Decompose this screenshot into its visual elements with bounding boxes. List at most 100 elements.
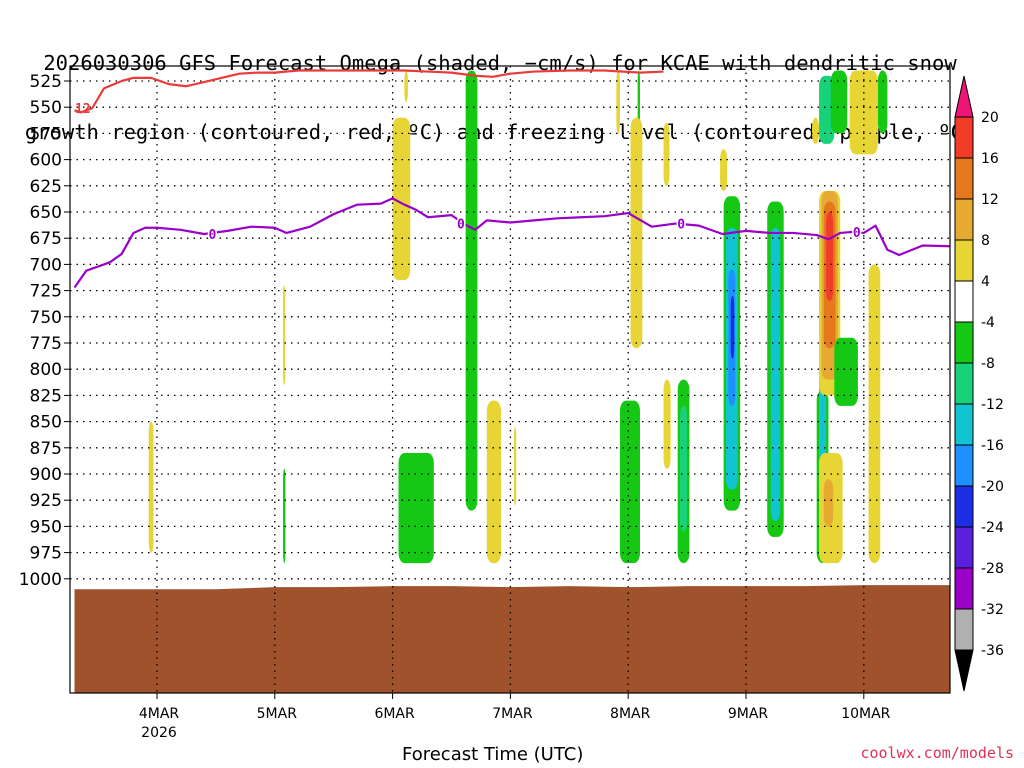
omega-shading — [148, 70, 888, 564]
y-tick-label-875: 875 — [30, 439, 62, 459]
contour-line-1 — [73, 197, 950, 289]
omega-cell-4 — [404, 70, 408, 102]
colorbar-segment-6 — [954, 362, 974, 405]
y-tick-label-925: 925 — [30, 491, 62, 511]
omega-cell-14 — [720, 149, 728, 192]
colorbar-label-10: 8 — [981, 233, 990, 249]
omega-cell-37 — [877, 70, 888, 134]
omega-cell-32 — [826, 212, 834, 302]
y-tick-label-675: 675 — [30, 229, 62, 249]
x-tick-label-4: 8MAR — [610, 706, 651, 722]
colorbar-segment-4 — [954, 444, 974, 487]
omega-cell-12 — [619, 400, 640, 564]
y-tick-label-850: 850 — [30, 413, 62, 433]
chart-title: 2026030306 GFS Forecast Omega (shaded, −… — [0, 6, 1000, 167]
colorbar-label-1: -32 — [981, 602, 1004, 618]
omega-cell-5 — [398, 453, 434, 564]
omega-cell-17 — [680, 405, 688, 532]
x-axis-title: Forecast Time (UTC) — [402, 744, 584, 765]
colorbar-segment-9 — [954, 239, 974, 282]
site-credit: coolwx.com/models — [860, 744, 1014, 762]
colorbar-label-8: -4 — [981, 315, 995, 331]
contour-label-purple-3: 0 — [853, 226, 861, 241]
omega-cell-21 — [730, 295, 735, 359]
colorbar-segment-5 — [954, 403, 974, 446]
terrain-surface — [74, 585, 950, 693]
colorbar-under-arrow — [954, 649, 974, 692]
omega-cell-1 — [283, 285, 286, 385]
x-axis: 4MAR 2026 5MAR 6MAR 7MAR 8MAR 9MAR 10MAR — [139, 693, 891, 741]
y-tick-label-750: 750 — [30, 308, 62, 328]
omega-cell-35 — [834, 337, 858, 406]
y-tick-label-725: 725 — [30, 282, 62, 302]
omega-cell-26 — [819, 75, 835, 144]
y-tick-label-625: 625 — [30, 177, 62, 197]
x-tick-label-3: 7MAR — [492, 706, 533, 722]
y-tick-label-600: 600 — [30, 151, 62, 171]
colorbar-segment-8 — [954, 280, 974, 323]
colorbar-segment-0 — [954, 608, 974, 651]
colorbar-segment-1 — [954, 567, 974, 610]
grid-lines — [70, 66, 950, 693]
chart-title-line1: 2026030306 GFS Forecast Omega (shaded, −… — [43, 51, 957, 75]
omega-cell-11 — [630, 117, 643, 349]
omega-cell-8 — [513, 426, 517, 506]
x-tick-year: 2026 — [141, 725, 177, 741]
colorbar-label-6: -12 — [981, 397, 1004, 413]
x-tick-label-5: 9MAR — [728, 706, 769, 722]
y-tick-label-575: 575 — [30, 124, 62, 144]
y-tick-label-525: 525 — [30, 72, 62, 92]
y-tick-label-1000: 1000 — [19, 570, 62, 590]
colorbar-label-0: -36 — [981, 643, 1004, 659]
colorbar: -36 -32 -28 -24 -20 -16 -12 -8 -4 4 8 12 16 20 — [954, 75, 1004, 692]
y-tick-label-650: 650 — [30, 203, 62, 223]
contour-line-0 — [74, 69, 664, 114]
contour-lines: 12 0 0 0 0 — [73, 69, 950, 289]
colorbar-segment-7 — [954, 321, 974, 364]
x-tick-label-1: 5MAR — [257, 706, 298, 722]
colorbar-label-2: -28 — [981, 561, 1004, 577]
omega-cell-13 — [663, 122, 670, 186]
colorbar-label-4: -20 — [981, 479, 1004, 495]
y-tick-label-900: 900 — [30, 465, 62, 485]
colorbar-label-7: -8 — [981, 356, 995, 372]
y-tick-label-550: 550 — [30, 98, 62, 118]
x-tick-label-6: 10MAR — [841, 706, 890, 722]
y-tick-label-775: 775 — [30, 334, 62, 354]
y-tick-label-950: 950 — [30, 517, 62, 537]
colorbar-label-13: 20 — [981, 110, 999, 126]
colorbar-label-3: -24 — [981, 520, 1004, 536]
x-tick-label-2: 6MAR — [374, 706, 415, 722]
contour-label-purple-1: 0 — [457, 218, 465, 233]
y-tick-label-700: 700 — [30, 255, 62, 275]
omega-cell-6 — [465, 70, 478, 511]
omega-cell-3 — [392, 117, 411, 281]
colorbar-label-5: -16 — [981, 438, 1004, 454]
y-axis: 525 550 575 600 625 650 675 700 725 750 775 800 825 8… — [19, 72, 70, 590]
colorbar-label-9: 4 — [981, 274, 990, 290]
contour-label-purple-0: 0 — [208, 228, 216, 243]
omega-cell-15 — [663, 379, 671, 469]
x-tick-label-0: 4MAR — [139, 706, 180, 722]
omega-cell-0 — [148, 421, 154, 553]
colorbar-segment-3 — [954, 485, 974, 528]
omega-cell-23 — [770, 227, 781, 522]
omega-cell-7 — [486, 400, 501, 564]
colorbar-segment-2 — [954, 526, 974, 569]
omega-cell-34 — [823, 479, 834, 527]
colorbar-segment-12 — [954, 116, 974, 159]
omega-cell-2 — [283, 468, 286, 564]
omega-cell-9 — [616, 70, 620, 134]
contour-label-purple-2: 0 — [677, 218, 685, 233]
colorbar-label-12: 16 — [981, 151, 999, 167]
surface-fill — [74, 585, 950, 693]
colorbar-over-arrow — [954, 75, 974, 118]
y-tick-label-975: 975 — [30, 544, 62, 564]
y-tick-label-800: 800 — [30, 360, 62, 380]
colorbar-segment-11 — [954, 157, 974, 200]
y-tick-label-825: 825 — [30, 386, 62, 406]
omega-cell-27 — [830, 70, 848, 134]
omega-cell-38 — [868, 264, 881, 564]
colorbar-label-11: 12 — [981, 192, 999, 208]
